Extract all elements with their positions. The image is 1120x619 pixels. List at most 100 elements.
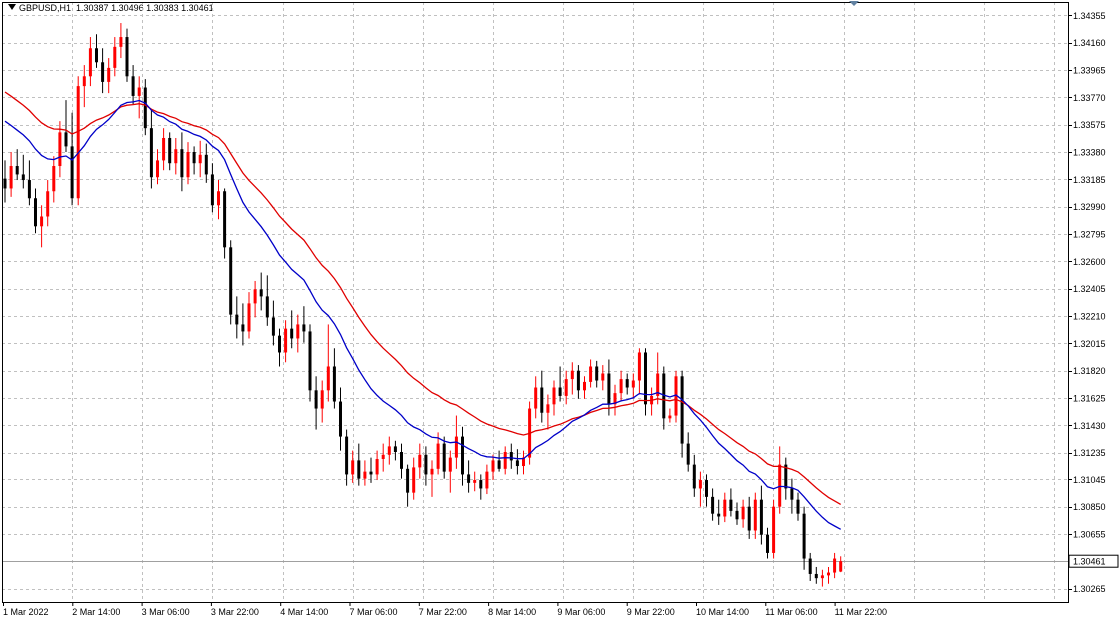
candle-body bbox=[82, 76, 86, 87]
candle-body bbox=[271, 317, 275, 336]
chart-frame bbox=[2, 1, 1069, 603]
candle-body bbox=[491, 460, 495, 472]
candle-body bbox=[107, 67, 111, 82]
candle-body bbox=[631, 380, 635, 388]
candle-body bbox=[198, 154, 202, 164]
candle-body bbox=[34, 198, 37, 227]
candle-body bbox=[247, 303, 251, 332]
candle-body bbox=[686, 443, 690, 465]
candle-body bbox=[229, 247, 233, 315]
candle-body bbox=[46, 191, 50, 217]
candle-body bbox=[76, 86, 80, 199]
x-tick-label: 4 Mar 14:00 bbox=[280, 607, 328, 617]
candle-body bbox=[479, 480, 483, 489]
current-price-box bbox=[1068, 554, 1119, 568]
candle-body bbox=[52, 166, 56, 192]
dropdown-arrow-icon[interactable] bbox=[8, 4, 16, 10]
x-tick-label: 9 Mar 06:00 bbox=[557, 607, 605, 617]
candle-body bbox=[137, 87, 141, 96]
candle-body bbox=[21, 174, 25, 181]
candle-body bbox=[149, 128, 153, 178]
candle-body bbox=[564, 379, 568, 396]
x-tick-label: 7 Mar 06:00 bbox=[350, 607, 398, 617]
y-tick-label: 1.32600 bbox=[1073, 257, 1106, 267]
x-tick-label: 2 Mar 14:00 bbox=[72, 607, 120, 617]
candle-body bbox=[424, 454, 428, 475]
y-tick-label: 1.32405 bbox=[1073, 284, 1106, 294]
candle-body bbox=[589, 366, 593, 382]
y-tick-label: 1.32795 bbox=[1073, 230, 1106, 240]
candle-body bbox=[729, 499, 733, 511]
candle-body bbox=[143, 87, 147, 129]
y-tick-label: 1.30265 bbox=[1073, 584, 1106, 594]
candle-body bbox=[814, 573, 818, 579]
candle-body bbox=[705, 480, 708, 497]
candle-body bbox=[808, 558, 812, 574]
x-tick-label: 3 Mar 22:00 bbox=[211, 607, 259, 617]
shift-marker-icon bbox=[849, 1, 859, 6]
candle-body bbox=[552, 387, 556, 405]
candle-body bbox=[778, 464, 782, 507]
candle-body bbox=[363, 471, 367, 479]
candle-body bbox=[619, 379, 623, 394]
ohlc-readout: 1.30387 1.30496 1.30383 1.30461 bbox=[76, 3, 214, 13]
ma-fast-line bbox=[4, 99, 842, 530]
y-axis: 1.34355 1.34160 1.33965 1.33770 1.33575 1.333… bbox=[1068, 11, 1119, 594]
candle-body bbox=[381, 454, 385, 460]
candle-body bbox=[296, 324, 300, 339]
candle-body bbox=[101, 62, 105, 82]
candle-body bbox=[576, 370, 580, 391]
x-tick-label: 11 Mar 06:00 bbox=[765, 607, 817, 617]
y-tick-label: 1.30850 bbox=[1073, 502, 1106, 512]
y-tick-label: 1.31235 bbox=[1073, 448, 1106, 458]
candle-body bbox=[625, 379, 629, 388]
candle-body bbox=[454, 436, 458, 458]
candle-body bbox=[387, 446, 391, 455]
candle-body bbox=[784, 464, 788, 489]
candle-body bbox=[156, 160, 159, 178]
candle-body bbox=[827, 572, 830, 576]
x-tick-label: 10 Mar 14:00 bbox=[696, 607, 749, 617]
chart-border bbox=[2, 2, 1069, 603]
candle-body bbox=[217, 191, 220, 206]
candle-body bbox=[546, 404, 550, 413]
candle-body bbox=[674, 376, 678, 416]
candle-body bbox=[406, 468, 410, 493]
candle-body bbox=[339, 401, 342, 437]
candle-body bbox=[168, 137, 172, 164]
candle-body bbox=[27, 180, 31, 199]
candle-body bbox=[375, 459, 379, 475]
y-tick-label: 1.33770 bbox=[1073, 93, 1106, 103]
candle-body bbox=[235, 314, 239, 325]
candle-body bbox=[509, 452, 513, 461]
chart-header: GBPUSD,H1 1.30387 1.30496 1.30383 1.3046… bbox=[8, 3, 214, 13]
ma-slow-line bbox=[4, 91, 842, 505]
candle-body bbox=[204, 154, 208, 175]
candle-body bbox=[613, 393, 617, 405]
candle-body bbox=[314, 390, 318, 409]
candles-layer bbox=[3, 23, 843, 587]
candle-body bbox=[3, 178, 7, 189]
candle-body bbox=[766, 534, 769, 553]
candle-body bbox=[418, 454, 422, 468]
candle-body bbox=[503, 452, 507, 469]
grid-lines bbox=[2, 2, 1068, 602]
candle-body bbox=[308, 331, 312, 391]
x-tick-label: 11 Mar 22:00 bbox=[835, 607, 887, 617]
candle-body bbox=[839, 561, 843, 572]
candle-body bbox=[802, 513, 806, 559]
candle-body bbox=[241, 324, 245, 332]
candle-body bbox=[412, 467, 416, 493]
x-axis: 1 Mar 2022 2 Mar 14:00 3 Mar 06:00 3 Mar 22… bbox=[3, 602, 887, 617]
candle-body bbox=[772, 506, 776, 553]
candle-body bbox=[326, 366, 330, 391]
candle-body bbox=[113, 46, 117, 68]
candle-body bbox=[485, 471, 489, 489]
candle-body bbox=[497, 460, 501, 469]
candle-body bbox=[332, 366, 336, 402]
candle-body bbox=[741, 506, 745, 520]
candle-body bbox=[345, 436, 349, 475]
candle-body bbox=[174, 149, 178, 164]
candle-body bbox=[735, 510, 739, 520]
